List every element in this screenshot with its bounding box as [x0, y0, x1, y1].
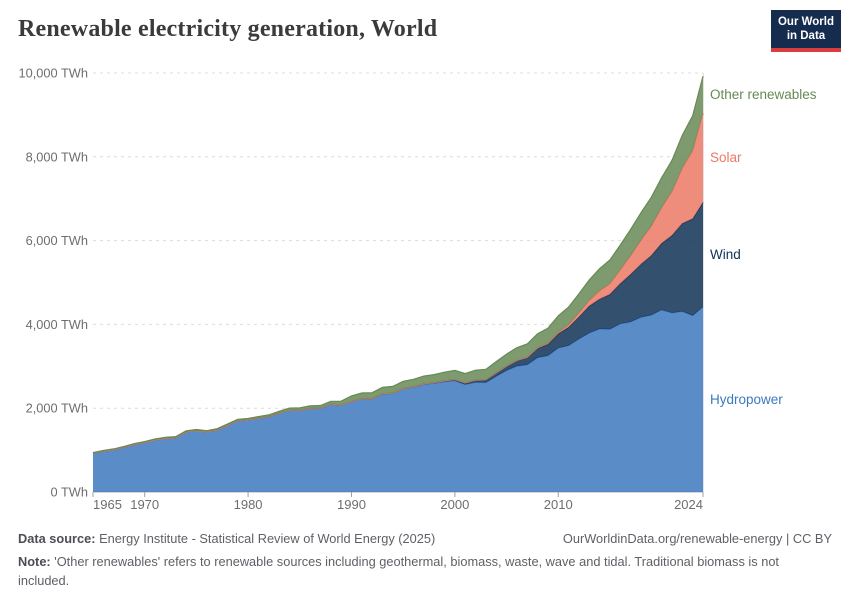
owid-logo-line2: in Data — [786, 30, 826, 43]
footer-link-row: OurWorldinData.org/renewable-energy | CC… — [563, 531, 832, 546]
footer-source-row: Data source: Energy Institute - Statisti… — [18, 531, 832, 546]
y-axis-tick-label-8000: 8,000 TWh — [26, 149, 88, 164]
y-axis-tick-label-10000: 10,000 TWh — [19, 66, 88, 81]
legend-label-other-renewables[interactable]: Other renewables — [710, 87, 817, 102]
x-axis-tick-label-1980: 1980 — [234, 497, 263, 512]
x-axis-tick-label-1990: 1990 — [337, 497, 366, 512]
x-axis-tick-label-2024: 2024 — [674, 497, 703, 512]
data-source-value: Energy Institute - Statistical Review of… — [99, 531, 436, 546]
y-axis-tick-label-0: 0 TWh — [51, 485, 88, 500]
x-axis-tick-label-1965: 1965 — [93, 497, 122, 512]
legend-label-hydropower[interactable]: Hydropower — [710, 392, 783, 407]
y-axis-tick-label-2000: 2,000 TWh — [26, 401, 88, 416]
owid-link[interactable]: OurWorldinData.org/renewable-energy — [562, 531, 783, 546]
y-axis-tick-label-4000: 4,000 TWh — [26, 317, 88, 332]
footer-separator: | — [786, 531, 790, 546]
x-axis-tick-label-1970: 1970 — [130, 497, 159, 512]
area-wind[interactable] — [93, 202, 703, 454]
chart-footer: Data source: Energy Institute - Statisti… — [18, 531, 832, 590]
x-axis-tick-label-2000: 2000 — [440, 497, 469, 512]
area-top-line-other-renewables — [92, 76, 704, 454]
legend-label-wind[interactable]: Wind — [710, 247, 741, 262]
area-hydropower[interactable] — [93, 306, 703, 492]
page-title: Renewable electricity generation, World — [18, 16, 438, 42]
legend-label-solar[interactable]: Solar — [710, 150, 742, 165]
note-text: 'Other renewables' refers to renewable s… — [18, 554, 779, 588]
owid-logo[interactable]: Our World in Data — [771, 10, 841, 52]
footer-note: Note: 'Other renewables' refers to renew… — [18, 553, 832, 590]
y-axis-tick-label-6000: 6,000 TWh — [26, 233, 88, 248]
data-source-text: Data source: Energy Institute - Statisti… — [18, 531, 435, 546]
owid-logo-line1: Our World — [777, 16, 834, 28]
x-axis-tick-label-2010: 2010 — [544, 497, 573, 512]
data-source-label: Data source: — [18, 531, 96, 546]
note-label: Note: — [18, 554, 51, 569]
license-label[interactable]: CC BY — [792, 531, 832, 546]
